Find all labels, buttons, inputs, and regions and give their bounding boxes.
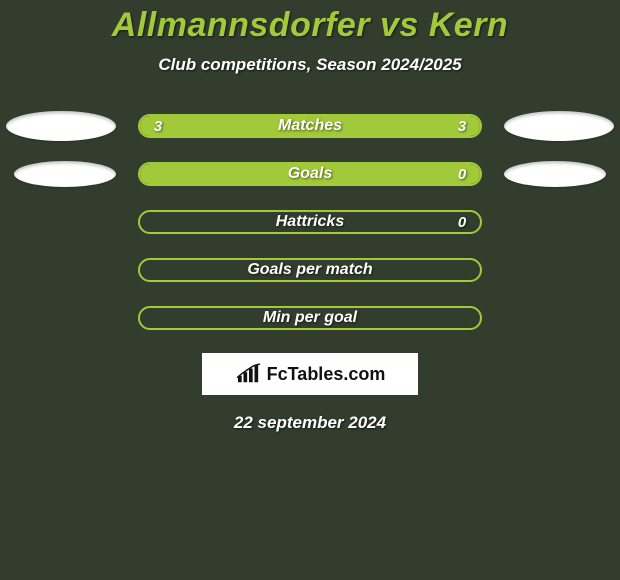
player-left-marker [14,161,116,187]
bar-fill-left [140,116,310,136]
bar-label: Hattricks [140,212,480,232]
bar-value-right: 0 [450,212,474,232]
stat-bar: Matches33 [138,114,482,138]
stat-bar: Min per goal [138,306,482,330]
stat-row: Min per goal [0,305,620,331]
bar-label: Goals per match [140,260,480,280]
stat-bar: Goals per match [138,258,482,282]
stat-bar: Goals0 [138,162,482,186]
stat-bar: Hattricks0 [138,210,482,234]
player-left-marker [6,111,116,141]
page-title: Allmannsdorfer vs Kern [0,6,620,45]
logo-box: FcTables.com [202,353,418,395]
stat-row: Matches33 [0,113,620,139]
subtitle: Club competitions, Season 2024/2025 [0,55,620,75]
bar-track: Goals per match [138,258,482,282]
stat-row: Hattricks0 [0,209,620,235]
bar-track: Matches33 [138,114,482,138]
bar-track: Hattricks0 [138,210,482,234]
stat-row: Goals0 [0,161,620,187]
player-right-marker [504,111,614,141]
stat-rows: Matches33 Goals0 Hattricks0 Goals per match… [0,113,620,331]
bar-fill-right [310,116,480,136]
logo-text: FcTables.com [267,364,386,385]
bar-fill [140,164,480,184]
bar-label: Min per goal [140,308,480,328]
player-right-marker [504,161,606,187]
logo: FcTables.com [235,363,386,385]
bar-chart-icon [235,363,263,385]
stat-row: Goals per match [0,257,620,283]
date-line: 22 september 2024 [0,413,620,433]
bar-track: Min per goal [138,306,482,330]
comparison-infographic: Allmannsdorfer vs Kern Club competitions… [0,0,620,433]
bar-track: Goals0 [138,162,482,186]
